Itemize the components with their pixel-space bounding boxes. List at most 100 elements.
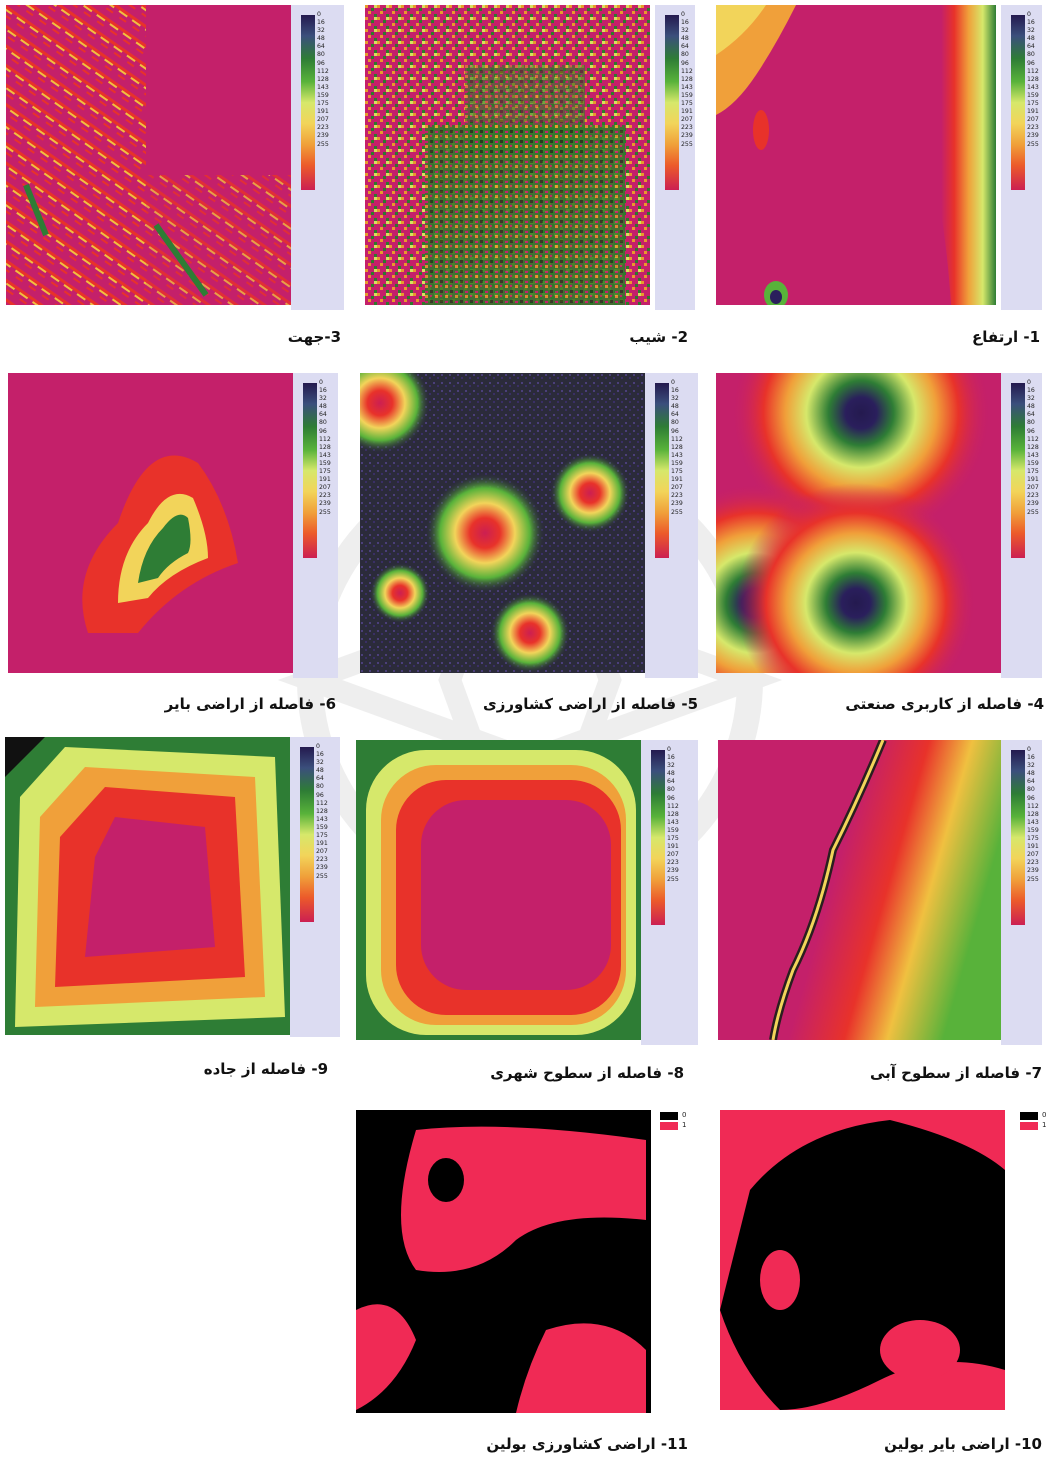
panel-water: 0 16 32 48 64 80 96 112 128 143 159 175 191 207 223 239… (718, 740, 1042, 1045)
legend-tick-label: 159 (317, 91, 329, 99)
legend-tick-label: 96 (1027, 59, 1035, 67)
map-water (718, 740, 1003, 1040)
legend-tick-label: 128 (1027, 810, 1039, 818)
legend-tick-label: 255 (1027, 508, 1039, 516)
legend-tick-label: 80 (667, 786, 675, 794)
legend-tick-label: 223 (319, 492, 331, 500)
legend-tick-label: 112 (317, 67, 329, 75)
legend-industrial: 0 16 32 48 64 80 96 112 128 143 159 175 191 207 223 239… (1001, 373, 1042, 678)
legend-tick-label: 96 (1027, 794, 1035, 802)
legend-tick-label: 207 (316, 848, 328, 856)
panel-urban: 0 16 32 48 64 80 96 112 128 143 159 175 191 207 223 239… (356, 740, 698, 1045)
legend-tick-label: 0 (1027, 746, 1031, 753)
panel-agricultural: 0 16 32 48 64 80 96 112 128 143 159 175 191 207 223 239… (360, 373, 698, 678)
legend-tick-label: 143 (1027, 818, 1039, 826)
caption-water: 7- فاصله از سطوح آبی (869, 1064, 1042, 1082)
panel-aspect: 0 16 32 48 64 80 96 112 128 143 159 175 191 207 223 239… (6, 5, 344, 310)
legend-tick-label: 16 (317, 19, 325, 27)
legend-ramp (300, 747, 314, 922)
legend-tick-label: 16 (667, 754, 675, 762)
legend-tick-label: 223 (317, 124, 329, 132)
legend-tick-label: 16 (316, 751, 324, 759)
legend-tick-label: 175 (1027, 468, 1039, 476)
legend-tick-label: 64 (316, 775, 324, 783)
caption-barren-boolean: 10- اراضی بایر بولین (884, 1435, 1042, 1453)
legend-ticks: 0 16 32 48 64 80 96 112 128 143 159 175 191 207 223 239… (316, 743, 328, 881)
legend-tick-label: 48 (671, 403, 679, 411)
legend-tick-label: 255 (667, 875, 679, 883)
legend-urban: 0 16 32 48 64 80 96 112 128 143 159 175 191 207 223 239… (641, 740, 698, 1045)
legend-tick-label: 175 (671, 468, 683, 476)
legend-tick-label: 0 (1027, 379, 1031, 386)
legend-tick-label: 128 (317, 75, 329, 83)
legend-tick-label: 175 (319, 468, 331, 476)
legend-tick-label: 207 (671, 484, 683, 492)
legend-water: 0 16 32 48 64 80 96 112 128 143 159 175 191 207 223 239… (1001, 740, 1042, 1045)
legend-tick-label: 80 (1027, 786, 1035, 794)
legend-tick-label: 191 (319, 476, 331, 484)
legend-tick-label: 48 (317, 35, 325, 43)
legend-tick-label: 0 (316, 743, 320, 750)
legend-label-one: 1 (682, 1121, 687, 1129)
legend-tick-label: 143 (667, 818, 679, 826)
panel-elevation: 0 16 32 48 64 80 96 112 128 143 159 175 191 207 223 239… (716, 5, 1042, 310)
legend-tick-label: 239 (319, 500, 331, 508)
legend-tick-label: 207 (667, 851, 679, 859)
legend-road: 0 16 32 48 64 80 96 112 128 143 159 175 191 207 223 239… (290, 737, 340, 1037)
map-industrial (716, 373, 1001, 673)
legend-tick-label: 32 (1027, 762, 1035, 770)
panel-barren: 0 16 32 48 64 80 96 112 128 143 159 175 191 207 223 239… (8, 373, 338, 678)
legend-tick-label: 175 (667, 835, 679, 843)
legend-tick-label: 80 (681, 51, 689, 59)
legend-ticks: 0 16 32 48 64 80 96 112 128 143 159 175 191 207 223 239… (1027, 11, 1039, 149)
legend-tick-label: 255 (1027, 875, 1039, 883)
legend-tick-label: 207 (681, 116, 693, 124)
legend-elevation: 0 16 32 48 64 80 96 112 128 143 159 175 191 207 223 239… (1001, 5, 1042, 310)
legend-tick-label: 0 (671, 379, 675, 386)
map-aspect (6, 5, 291, 305)
legend-tick-label: 207 (319, 484, 331, 492)
legend-tick-label: 16 (681, 19, 689, 27)
legend-tick-label: 112 (1027, 67, 1039, 75)
legend-tick-label: 191 (1027, 108, 1039, 116)
legend-tick-label: 0 (681, 11, 685, 18)
legend-tick-label: 32 (681, 27, 689, 35)
legend-tick-label: 239 (1027, 867, 1039, 875)
legend-tick-label: 128 (681, 75, 693, 83)
legend-tick-label: 0 (1027, 11, 1031, 18)
legend-tick-label: 0 (319, 379, 323, 386)
legend-tick-label: 128 (667, 810, 679, 818)
legend-tick-label: 64 (1027, 778, 1035, 786)
legend-tick-label: 143 (1027, 83, 1039, 91)
legend-tick-label: 48 (319, 403, 327, 411)
legend-tick-label: 191 (667, 843, 679, 851)
legend-tick-label: 112 (1027, 435, 1039, 443)
legend-ramp (1011, 383, 1025, 558)
legend-tick-label: 112 (1027, 802, 1039, 810)
legend-tick-label: 128 (1027, 75, 1039, 83)
legend-barren-boolean: 0 1 (1018, 1110, 1046, 1140)
legend-tick-label: 48 (681, 35, 689, 43)
caption-agricultural: 5- فاصله از اراضی کشاورزی (482, 695, 698, 713)
legend-tick-label: 159 (671, 459, 683, 467)
legend-tick-label: 143 (671, 451, 683, 459)
legend-tick-label: 80 (1027, 419, 1035, 427)
legend-tick-label: 112 (681, 67, 693, 75)
legend-tick-label: 223 (1027, 492, 1039, 500)
legend-tick-label: 0 (667, 746, 671, 753)
legend-tick-label: 16 (1027, 19, 1035, 27)
legend-aspect: 0 16 32 48 64 80 96 112 128 143 159 175 191 207 223 239… (291, 5, 344, 310)
map-agricultural (360, 373, 645, 673)
legend-tick-label: 159 (316, 823, 328, 831)
legend-barren: 0 16 32 48 64 80 96 112 128 143 159 175 191 207 223 239… (293, 373, 338, 678)
legend-tick-label: 175 (681, 100, 693, 108)
legend-label-one: 1 (1042, 1121, 1046, 1129)
legend-tick-label: 159 (681, 91, 693, 99)
legend-swatch-zero (660, 1112, 678, 1120)
legend-tick-label: 239 (681, 132, 693, 140)
legend-tick-label: 128 (1027, 443, 1039, 451)
legend-tick-label: 32 (671, 395, 679, 403)
legend-tick-label: 191 (681, 108, 693, 116)
legend-tick-label: 32 (316, 759, 324, 767)
legend-tick-label: 96 (316, 791, 324, 799)
